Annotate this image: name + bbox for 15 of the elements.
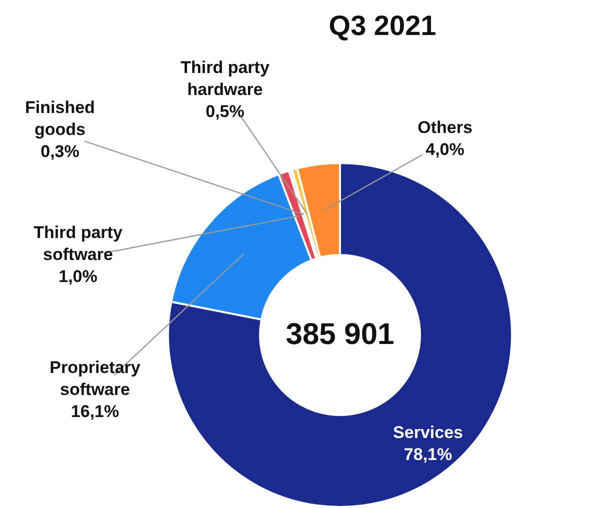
data-label: 78,1%: [404, 445, 452, 464]
text: 385 901: [286, 318, 394, 351]
slice-label: Third party hardware: [180, 58, 270, 99]
data-label: 0,5%: [206, 102, 244, 121]
slice-label: Proprietary software: [50, 358, 141, 399]
data-label: 0,3%: [40, 142, 80, 161]
data-label: 16,1%: [70, 402, 120, 421]
slice-label: Third party software: [34, 223, 123, 264]
data-label: 1,0%: [58, 267, 98, 286]
slice-label: Services: [393, 423, 463, 442]
chart-title: Q3 2021: [328, 10, 436, 41]
data-label: 4,0%: [426, 140, 464, 159]
slice-label: Finished goods: [25, 98, 95, 139]
donut-slice: [170, 173, 312, 321]
slice-label: Others: [418, 118, 472, 137]
